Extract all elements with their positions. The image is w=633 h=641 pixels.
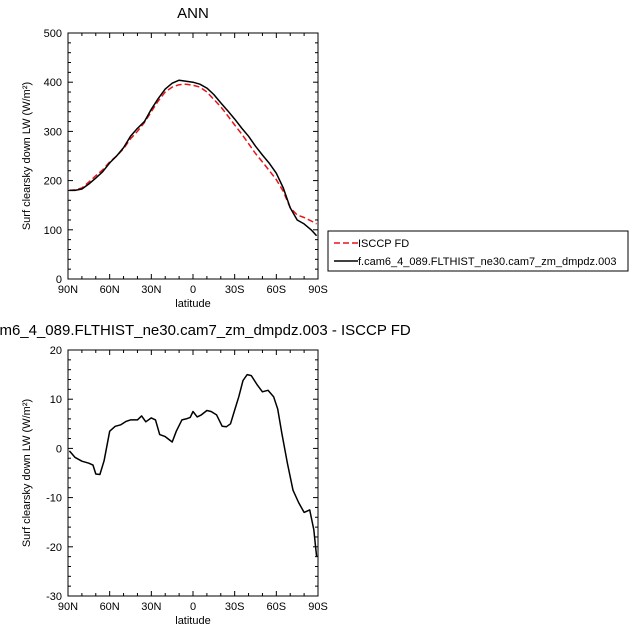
chart-title: f.cam6_4_089.FLTHIST_ne30.cam7_zm_dmpdz.… xyxy=(0,322,411,339)
y-tick-label: 0 xyxy=(56,443,62,455)
x-tick-label: 90N xyxy=(58,601,78,613)
plot-frame xyxy=(67,32,319,280)
x-tick-label: 90S xyxy=(308,284,328,296)
panel-annual-mean: ANN 90N 60N 30N 0 30S 60S 90S 0 100 200 300 400 500 la… xyxy=(21,5,328,310)
series-line-1 xyxy=(69,79,318,237)
x-tick-label: 90N xyxy=(58,284,78,296)
legend-box xyxy=(327,230,629,272)
panel-difference: f.cam6_4_089.FLTHIST_ne30.cam7_zm_dmpdz.… xyxy=(0,322,411,627)
series-line-0 xyxy=(68,373,318,557)
x-axis-label: latitude xyxy=(175,615,210,627)
y-axis-unit: (W/m²) xyxy=(21,399,33,436)
series-line-0 xyxy=(69,83,317,225)
legend-entry-0: ISCCP FD xyxy=(358,238,409,250)
y-axis-label: Surf clearsky down LW (W/m²) xyxy=(21,82,33,230)
y-tick-label: 400 xyxy=(44,77,62,89)
x-tick-label: 60N xyxy=(100,601,120,613)
x-tick-label: 0 xyxy=(190,601,196,613)
y-tick-label: 100 xyxy=(44,225,62,237)
y-tick-label: 0 xyxy=(56,274,62,286)
x-tick-label: 30S xyxy=(225,601,245,613)
y-tick-label: 200 xyxy=(44,176,62,188)
y-tick-label: -30 xyxy=(46,591,62,603)
y-tick-label: -10 xyxy=(46,493,62,505)
x-tick-label: 60N xyxy=(100,284,120,296)
y-tick-label: 300 xyxy=(44,126,62,138)
y-tick-label: 500 xyxy=(44,28,62,40)
legend: ISCCP FD f.cam6_4_089.FLTHIST_ne30.cam7_z… xyxy=(327,230,629,272)
x-tick-label: 0 xyxy=(190,284,196,296)
x-tick-label: 60S xyxy=(267,284,287,296)
plot-frame xyxy=(67,349,319,597)
legend-entry-1: f.cam6_4_089.FLTHIST_ne30.cam7_zm_dmpdz.… xyxy=(358,256,616,268)
chart-title: ANN xyxy=(177,5,209,22)
y-tick-label: -20 xyxy=(46,542,62,554)
y-axis-label: Surf clearsky down LW (W/m²) xyxy=(21,399,33,547)
x-tick-label: 30N xyxy=(141,284,161,296)
y-tick-label: 10 xyxy=(50,394,62,406)
x-tick-label: 30S xyxy=(225,284,245,296)
x-tick-label: 90S xyxy=(308,601,328,613)
y-tick-label: 20 xyxy=(50,345,62,357)
x-tick-label: 60S xyxy=(267,601,287,613)
x-tick-label: 30N xyxy=(141,601,161,613)
y-axis-label-text: Surf clearsky down LW xyxy=(21,435,33,547)
y-axis-unit: (W/m²) xyxy=(21,82,33,119)
y-axis-label-text: Surf clearsky down LW xyxy=(21,118,33,230)
x-axis-label: latitude xyxy=(175,298,210,310)
